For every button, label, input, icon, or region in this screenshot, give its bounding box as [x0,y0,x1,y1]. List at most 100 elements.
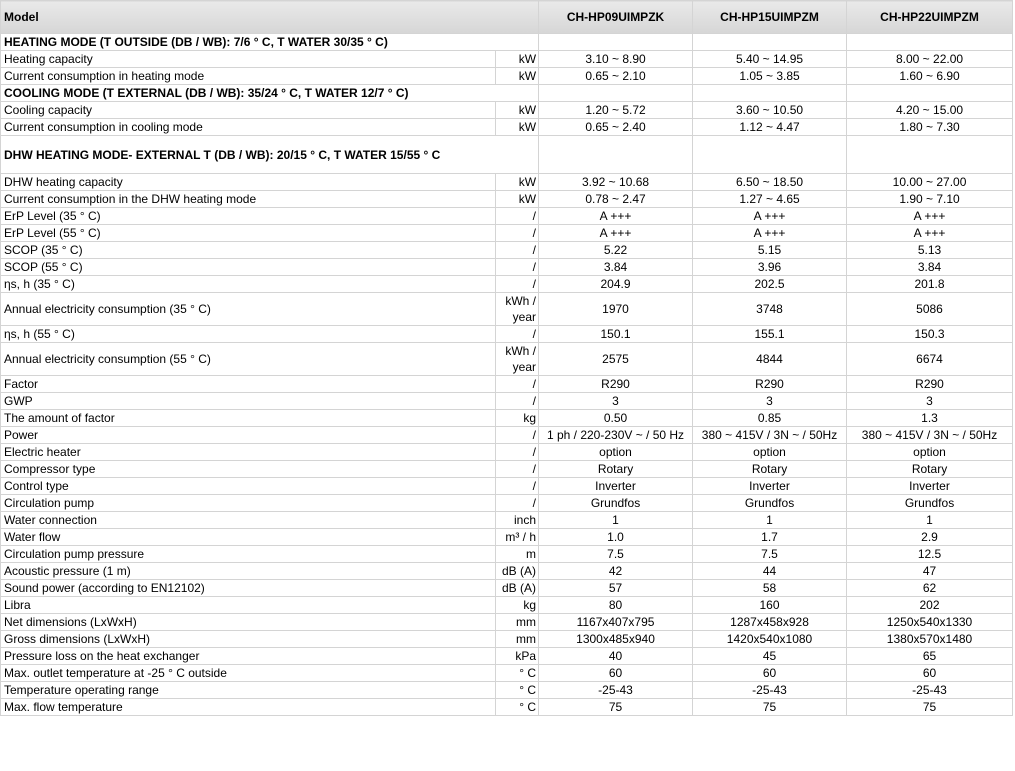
spec-unit: / [494,477,540,495]
spec-value: 5.13 [846,241,1014,259]
empty-cell [538,84,694,102]
spec-value: 7.5 [692,545,848,563]
spec-row: DHW heating capacity kW 3.92 ~ 10.68 6.50 ~… [0,173,1014,191]
spec-row: Max. outlet temperature at -25 ° C outsi… [0,664,1014,682]
spec-unit: kg [494,409,540,427]
spec-value: 57 [538,579,694,597]
spec-unit: m [494,545,540,563]
spec-unit: kW [494,190,540,208]
spec-value: 80 [538,596,694,614]
spec-value: 60 [692,664,848,682]
spec-value: 8.00 ~ 22.00 [846,50,1014,68]
spec-value: 3.96 [692,258,848,276]
spec-label: Circulation pump pressure [0,545,496,563]
spec-unit: kW [494,101,540,119]
spec-value: 1.0 [538,528,694,546]
spec-value: 45 [692,647,848,665]
spec-unit: kW [494,173,540,191]
spec-unit: / [494,241,540,259]
spec-unit: / [494,325,540,343]
spec-value: 75 [846,698,1014,716]
spec-row: Max. flow temperature ° C 75 75 75 [0,698,1014,716]
spec-row: Heating capacity kW 3.10 ~ 8.90 5.40 ~ 14.9… [0,50,1014,68]
spec-value: Grundfos [538,494,694,512]
spec-value: R290 [538,375,694,393]
spec-value: 1 [846,511,1014,529]
spec-value: 1.20 ~ 5.72 [538,101,694,119]
spec-value: 2.9 [846,528,1014,546]
spec-value: 75 [538,698,694,716]
spec-row: Factor / R290 R290 R290 [0,375,1014,393]
spec-row: Compressor type / Rotary Rotary Rotary [0,460,1014,478]
model-name: CH-HP15UIMPZM [692,0,848,34]
spec-value: 1.60 ~ 6.90 [846,67,1014,85]
spec-value: 1.3 [846,409,1014,427]
spec-value: 1.05 ~ 3.85 [692,67,848,85]
spec-unit: kW [494,67,540,85]
spec-unit: kW [494,50,540,68]
spec-unit: / [494,426,540,444]
spec-row: Control type / Inverter Inverter Inverter [0,477,1014,495]
spec-value: 1 [692,511,848,529]
spec-value: 44 [692,562,848,580]
spec-label: Current consumption in cooling mode [0,118,496,136]
spec-label: Libra [0,596,496,614]
spec-label: Temperature operating range [0,681,496,699]
spec-value: 7.5 [538,545,694,563]
spec-row: Annual electricity consumption (55 ° C) k… [0,342,1014,376]
spec-unit: mm [494,630,540,648]
spec-unit: / [494,224,540,242]
spec-value: 1970 [538,292,694,326]
spec-value: -25-43 [692,681,848,699]
spec-row: The amount of factor kg 0.50 0.85 1.3 [0,409,1014,427]
spec-unit: / [494,494,540,512]
spec-value: 75 [692,698,848,716]
spec-unit: m³ / h [494,528,540,546]
empty-cell [692,33,848,51]
spec-label: Annual electricity consumption (35 ° C) [0,292,496,326]
spec-value: Inverter [538,477,694,495]
spec-row: ErP Level (35 ° C) / A +++ A +++ A +++ [0,207,1014,225]
spec-row: Circulation pump pressure m 7.5 7.5 12.5 [0,545,1014,563]
spec-unit: dB (A) [494,579,540,597]
spec-label: Current consumption in the DHW heating m… [0,190,496,208]
spec-row: ηs, h (55 ° C)/150.1 155.1 150.3 [0,325,1014,343]
spec-value: option [692,443,848,461]
spec-value: 1.7 [692,528,848,546]
spec-row: SCOP (55 ° C)/3.84 3.96 3.84 [0,258,1014,276]
spec-label: Pressure loss on the heat exchanger [0,647,496,665]
spec-unit: kg [494,596,540,614]
spec-label: ErP Level (55 ° C) [0,224,496,242]
spec-value: 60 [538,664,694,682]
spec-value: Rotary [692,460,848,478]
spec-value: 1.80 ~ 7.30 [846,118,1014,136]
spec-value: 1287x458x928 [692,613,848,631]
spec-value: 1380x570x1480 [846,630,1014,648]
spec-label: ηs, h (55 ° C) [0,325,496,343]
spec-label: Net dimensions (LxWxH) [0,613,496,631]
spec-value: 155.1 [692,325,848,343]
spec-value: 2575 [538,342,694,376]
spec-unit: kWh / year [494,342,540,376]
spec-label: Max. flow temperature [0,698,496,716]
spec-label: Water connection [0,511,496,529]
spec-value: 1 [538,511,694,529]
spec-value: 150.1 [538,325,694,343]
spec-unit: inch [494,511,540,529]
spec-unit: / [494,275,540,293]
spec-label: ηs, h (35 ° C) [0,275,496,293]
spec-label: The amount of factor [0,409,496,427]
spec-unit: kPa [494,647,540,665]
spec-value: Grundfos [692,494,848,512]
spec-label: Power [0,426,496,444]
spec-value: R290 [846,375,1014,393]
spec-value: 1300x485x940 [538,630,694,648]
section-row: DHW HEATING MODE- EXTERNAL T (DB / WB): … [0,135,1014,174]
spec-value: 12.5 [846,545,1014,563]
spec-value: Rotary [538,460,694,478]
spec-value: 1.27 ~ 4.65 [692,190,848,208]
spec-value: 58 [692,579,848,597]
table-body: HEATING MODE (T OUTSIDE (DB / WB): 7/6 °… [0,33,1014,716]
spec-unit: / [494,443,540,461]
spec-value: 0.78 ~ 2.47 [538,190,694,208]
